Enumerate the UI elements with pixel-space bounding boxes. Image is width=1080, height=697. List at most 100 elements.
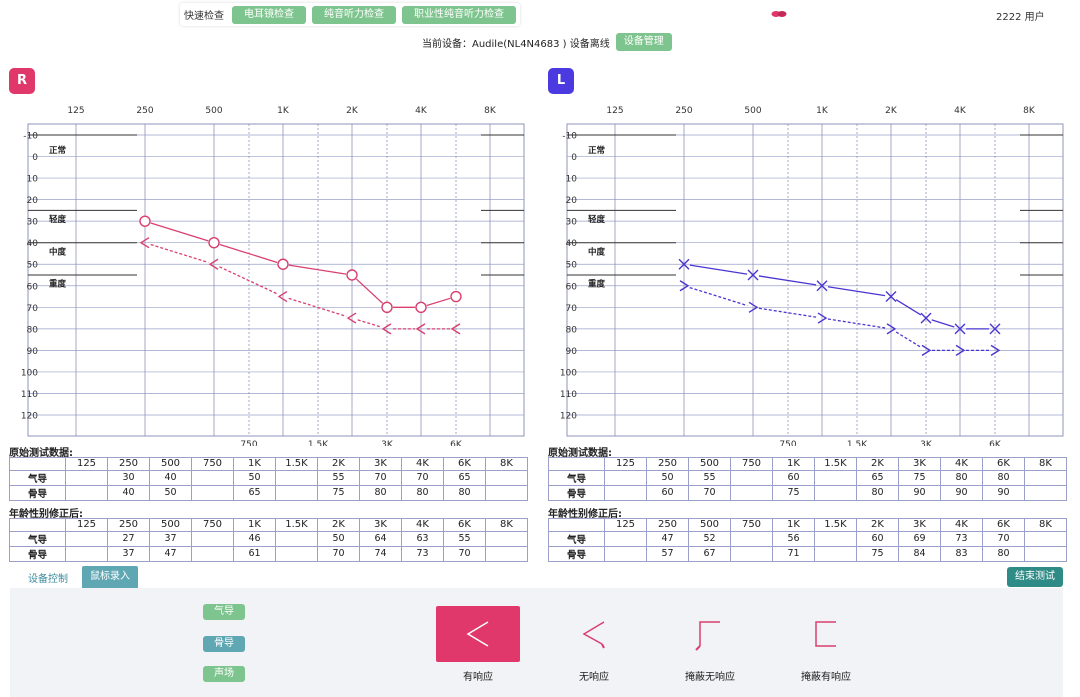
table-cell[interactable]: 67 xyxy=(688,545,731,562)
table-cell[interactable] xyxy=(604,484,647,501)
table-cell[interactable]: 80 xyxy=(982,545,1025,562)
table-cell[interactable]: 40 xyxy=(149,469,192,486)
table-cell[interactable] xyxy=(604,469,647,486)
table-cell[interactable] xyxy=(191,530,234,547)
table-cell[interactable] xyxy=(814,545,857,562)
table-cell[interactable]: 50 xyxy=(233,469,276,486)
table-cell[interactable] xyxy=(1024,469,1067,486)
table-cell[interactable] xyxy=(730,530,773,547)
table-cell[interactable] xyxy=(485,484,528,501)
table-cell[interactable]: 75 xyxy=(772,484,815,501)
user-name[interactable]: 2222 用户 xyxy=(996,12,1045,23)
tab-device-control[interactable]: 设备控制 xyxy=(28,574,68,585)
table-cell[interactable]: 70 xyxy=(401,469,444,486)
table-cell[interactable]: 65 xyxy=(856,469,899,486)
table-cell[interactable]: 55 xyxy=(317,469,360,486)
table-cell[interactable] xyxy=(1024,484,1067,501)
table-cell[interactable]: 74 xyxy=(359,545,402,562)
table-cell[interactable]: 70 xyxy=(688,484,731,501)
table-cell[interactable]: 52 xyxy=(688,530,731,547)
table-cell[interactable] xyxy=(65,530,108,547)
otoscope-check-button[interactable]: 电耳镜检查 xyxy=(232,5,306,24)
table-cell[interactable]: 70 xyxy=(982,530,1025,547)
table-cell[interactable]: 84 xyxy=(898,545,941,562)
table-cell[interactable] xyxy=(191,484,234,501)
end-test-button[interactable]: 结束测试 xyxy=(1007,567,1063,587)
table-cell[interactable]: 90 xyxy=(982,484,1025,501)
table-cell[interactable] xyxy=(814,469,857,486)
table-cell[interactable]: 75 xyxy=(317,484,360,501)
symbol-no-response[interactable] xyxy=(552,606,636,662)
table-cell[interactable]: 73 xyxy=(940,530,983,547)
table-cell[interactable]: 80 xyxy=(359,484,402,501)
symbol-responded[interactable] xyxy=(436,606,520,662)
occupational-pure-tone-button[interactable]: 职业性纯音听力检查 xyxy=(402,5,516,24)
table-cell[interactable] xyxy=(65,469,108,486)
device-manage-button[interactable]: 设备管理 xyxy=(615,33,672,51)
table-cell[interactable]: 50 xyxy=(317,530,360,547)
table-cell[interactable]: 73 xyxy=(401,545,444,562)
table-cell[interactable] xyxy=(275,545,318,562)
table-cell[interactable] xyxy=(814,530,857,547)
table-cell[interactable]: 40 xyxy=(107,484,150,501)
table-cell[interactable] xyxy=(485,530,528,547)
table-cell[interactable]: 55 xyxy=(443,530,486,547)
table-cell[interactable]: 46 xyxy=(233,530,276,547)
table-cell[interactable] xyxy=(275,469,318,486)
table-cell[interactable]: 83 xyxy=(940,545,983,562)
table-cell[interactable] xyxy=(604,545,647,562)
table-cell[interactable]: 60 xyxy=(772,469,815,486)
table-cell[interactable]: 80 xyxy=(982,469,1025,486)
tab-mouse-entry[interactable]: 鼠标录入 xyxy=(82,566,138,588)
table-cell[interactable]: 56 xyxy=(772,530,815,547)
table-cell[interactable]: 63 xyxy=(401,530,444,547)
symbol-masked-responded[interactable] xyxy=(784,606,868,662)
table-cell[interactable] xyxy=(730,545,773,562)
table-cell[interactable]: 69 xyxy=(898,530,941,547)
table-cell[interactable]: 37 xyxy=(107,545,150,562)
table-cell[interactable]: 80 xyxy=(401,484,444,501)
table-cell[interactable]: 47 xyxy=(646,530,689,547)
table-cell[interactable]: 71 xyxy=(772,545,815,562)
table-cell[interactable] xyxy=(730,484,773,501)
table-cell[interactable] xyxy=(65,545,108,562)
table-cell[interactable]: 80 xyxy=(443,484,486,501)
table-cell[interactable]: 75 xyxy=(898,469,941,486)
table-cell[interactable]: 64 xyxy=(359,530,402,547)
table-cell[interactable]: 57 xyxy=(646,545,689,562)
table-cell[interactable]: 60 xyxy=(646,484,689,501)
table-cell[interactable]: 27 xyxy=(107,530,150,547)
table-cell[interactable] xyxy=(275,530,318,547)
sound-field-button[interactable]: 声场 xyxy=(203,666,245,682)
table-cell[interactable]: 80 xyxy=(940,469,983,486)
pure-tone-check-button[interactable]: 纯音听力检查 xyxy=(312,5,396,24)
table-cell[interactable]: 55 xyxy=(688,469,731,486)
table-cell[interactable]: 70 xyxy=(443,545,486,562)
table-cell[interactable]: 47 xyxy=(149,545,192,562)
table-cell[interactable] xyxy=(275,484,318,501)
symbol-masked-no-response[interactable] xyxy=(668,606,752,662)
table-cell[interactable] xyxy=(485,469,528,486)
air-conduction-button[interactable]: 气导 xyxy=(203,604,245,620)
table-cell[interactable]: 70 xyxy=(317,545,360,562)
table-cell[interactable]: 50 xyxy=(149,484,192,501)
right-ear-audiogram[interactable]: -10 0 10 20 30 40 50 60 70 80 90 100 110 120 125 250 500… xyxy=(8,100,528,446)
table-cell[interactable]: 70 xyxy=(359,469,402,486)
table-cell[interactable]: 60 xyxy=(856,530,899,547)
table-cell[interactable]: 30 xyxy=(107,469,150,486)
table-cell[interactable]: 80 xyxy=(856,484,899,501)
table-cell[interactable]: 90 xyxy=(940,484,983,501)
table-cell[interactable] xyxy=(1024,545,1067,562)
left-ear-audiogram[interactable]: -10 0 10 20 30 40 50 60 70 80 90 100 110 120 125 250 500… xyxy=(547,100,1067,446)
bone-conduction-button[interactable]: 骨导 xyxy=(203,636,245,652)
table-cell[interactable] xyxy=(1024,530,1067,547)
table-cell[interactable]: 61 xyxy=(233,545,276,562)
table-cell[interactable]: 90 xyxy=(898,484,941,501)
table-cell[interactable]: 37 xyxy=(149,530,192,547)
table-cell[interactable] xyxy=(730,469,773,486)
table-cell[interactable] xyxy=(65,484,108,501)
table-cell[interactable]: 65 xyxy=(443,469,486,486)
table-cell[interactable] xyxy=(604,530,647,547)
table-cell[interactable] xyxy=(191,469,234,486)
table-cell[interactable]: 50 xyxy=(646,469,689,486)
